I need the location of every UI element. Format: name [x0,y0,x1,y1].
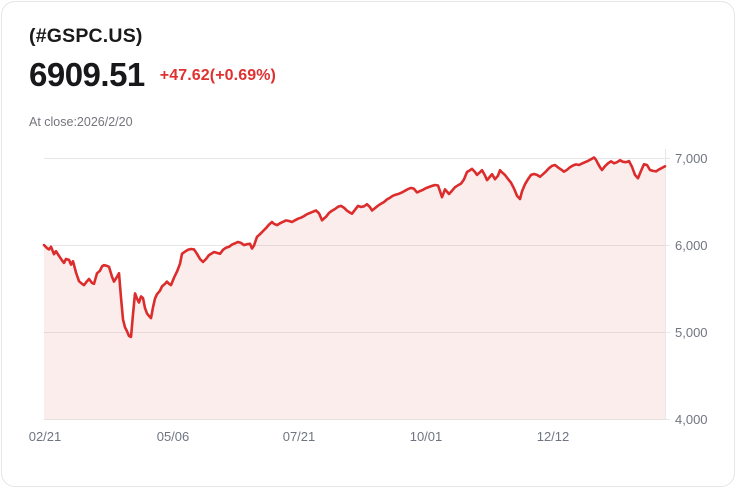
price-area-fill [44,158,665,420]
y-axis-tick-label: 7,000 [675,151,708,166]
x-axis-labels: 02/21 05/06 07/21 10/01 12/12 [29,429,570,444]
x-axis-tick-label: 05/06 [157,429,190,444]
y-axis-labels: 7,000 6,000 5,000 4,000 [675,151,708,427]
y-axis-tick-label: 6,000 [675,238,708,253]
x-axis-tick-label: 12/12 [537,429,570,444]
y-axis-tick-label: 5,000 [675,325,708,340]
x-axis-tick-label: 07/21 [283,429,316,444]
x-axis-tick-label: 02/21 [29,429,62,444]
x-axis-tick-label: 10/01 [410,429,443,444]
y-axis-tick-label: 4,000 [675,412,708,427]
